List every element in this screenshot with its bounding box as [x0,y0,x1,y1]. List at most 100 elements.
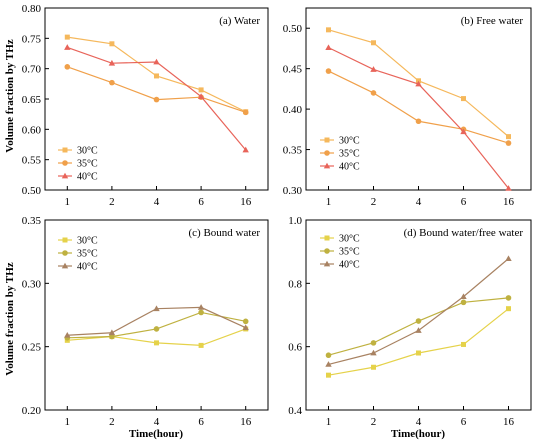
x-tick-label: 4 [416,196,422,208]
data-point [461,341,466,347]
data-point [153,96,160,103]
series-3 [325,44,512,191]
x-tick-label: 2 [109,416,115,428]
x-tick-label: 1 [65,416,71,428]
data-point [325,68,332,74]
data-point [370,90,377,96]
x-tick-label: 2 [371,416,377,428]
legend-label: 35°C [339,149,360,160]
y-axis-label-bottom: Volume fraction by THz [4,262,16,375]
data-point [415,80,422,87]
data-point [64,64,71,70]
legend: 30°C 35°C 40°C [58,236,98,273]
series-line [328,297,509,356]
series-2 [325,68,512,146]
data-point [370,340,377,346]
legend-label: 30°C [77,146,98,157]
panel-title: (a) Water [219,15,260,27]
x-tick-label: 4 [416,416,422,428]
y-tick-label: 0.20 [22,405,42,417]
x-tick-label: 16 [240,196,252,208]
data-point [242,109,249,116]
legend-marker [323,260,331,267]
data-point [242,146,249,153]
panel-title: (d) Bound water/free water [404,227,524,239]
y-tick-label: 0.80 [22,3,42,15]
y-tick-label: 0.35 [283,145,303,157]
y-tick-label: 0.50 [283,23,303,35]
legend: 30°C 35°C 40°C [320,234,360,271]
data-point [325,352,332,359]
data-point [505,140,512,146]
legend-marker [62,160,68,166]
data-point [371,40,376,46]
series-2 [64,64,249,116]
data-point [109,41,115,47]
data-point [416,350,421,356]
data-point [64,44,71,50]
data-point [197,93,205,99]
data-point [197,304,205,310]
x-tick-label: 6 [198,416,204,428]
x-tick-label: 6 [461,416,467,428]
y-tick-label: 0.50 [22,185,42,197]
y-tick-label: 0.6 [288,342,302,354]
data-point [153,305,160,312]
y-tick-label: 0.25 [22,342,42,354]
data-point [460,128,467,135]
y-tick-label: 0.40 [283,104,303,116]
legend-marker [324,137,330,143]
y-tick-label: 1.0 [288,215,302,227]
legend: 30°C 35°C 40°C [320,136,360,173]
legend-marker [323,162,331,169]
y-tick-label: 0.75 [22,33,42,45]
legend-label: 35°C [339,247,360,258]
series-1 [326,306,511,378]
series-3 [325,255,512,367]
data-point [242,324,249,331]
x-axis-label-right: Time(hour) [391,428,446,440]
legend-label: 40°C [339,162,360,173]
data-point [326,372,331,378]
data-point [198,309,204,316]
legend-label: 40°C [339,260,360,271]
data-point [326,27,331,33]
data-point [506,134,511,140]
data-point [153,58,160,65]
legend-marker [324,235,330,241]
legend-marker [61,172,69,179]
data-point [325,361,332,367]
x-tick-label: 1 [326,416,332,428]
data-point [460,293,467,300]
panel-free-water: 0.30 0.35 0.40 0.45 0.50 1 2 4 6 16 (b) Free water… [283,7,532,208]
data-point [505,185,512,191]
data-point [415,318,422,324]
legend-label: 30°C [339,234,360,245]
data-point [108,329,116,336]
series-3 [64,44,249,153]
data-point [154,73,159,79]
legend-label: 40°C [77,262,98,273]
data-point [415,118,422,125]
x-tick-label: 2 [371,196,377,208]
legend-marker [324,150,330,156]
data-point [198,342,204,348]
legend-marker [61,262,69,269]
y-tick-label: 0.45 [283,64,303,76]
legend-label: 30°C [77,236,98,247]
data-point [242,318,249,325]
data-point [370,66,377,72]
data-point [505,255,512,262]
data-point [64,331,71,338]
data-point [506,306,511,312]
x-tick-label: 6 [461,196,467,208]
data-point [108,59,116,66]
data-point [198,87,204,93]
legend-marker [62,147,68,153]
series-line [328,258,509,365]
data-point [370,349,377,356]
data-point [415,327,422,333]
y-tick-label: 0.30 [283,185,303,197]
x-tick-label: 1 [65,196,71,208]
